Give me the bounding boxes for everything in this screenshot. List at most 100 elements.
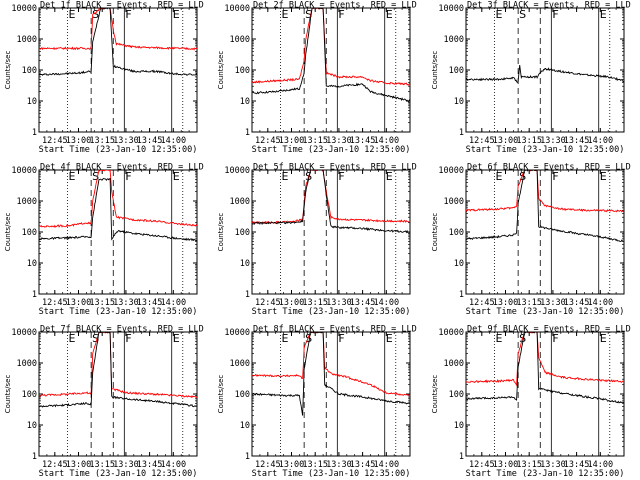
interval-label: S xyxy=(519,8,526,21)
interval-label: E xyxy=(173,332,180,345)
y-tick-label: 100 xyxy=(235,390,250,400)
y-tick-label: 100 xyxy=(449,228,464,238)
y-tick-label: 1 xyxy=(459,290,464,300)
y-axis-label: Counts/sec xyxy=(4,375,12,414)
x-tick-label: 13:30 xyxy=(326,298,352,308)
detector-panel-5: Det 5f BLACK = Events, RED = LLD 1 10 100 10… xyxy=(217,163,417,318)
x-tick-label: 13:45 xyxy=(137,136,163,146)
y-tick-label: 100 xyxy=(449,66,464,76)
y-tick-label: 10 xyxy=(27,97,37,107)
y-axis-label: Counts/sec xyxy=(431,51,439,90)
interval-label: E xyxy=(600,332,607,345)
x-tick-label: 13:30 xyxy=(113,136,139,146)
interval-label: E xyxy=(281,332,288,345)
interval-label: E xyxy=(173,170,180,183)
y-tick-label: 1000 xyxy=(444,197,464,207)
interval-label: E xyxy=(386,332,393,345)
x-tick-label: 12:45 xyxy=(469,136,495,146)
y-tick-label: 1000 xyxy=(230,35,250,45)
detector-panel-8: Det 8f BLACK = Events, RED = LLD 1 10 100 10… xyxy=(217,325,417,480)
x-tick-label: 13:30 xyxy=(326,460,352,470)
interval-label: F xyxy=(552,8,558,21)
y-tick-label: 100 xyxy=(449,390,464,400)
x-axis-label: Start Time (23-Jan-10 12:35:00) xyxy=(39,469,198,479)
interval-label: S xyxy=(92,170,99,183)
x-tick-label: 13:00 xyxy=(66,136,92,146)
detector-panel-3: Det 3f BLACK = Events, RED = LLD 1 10 100 10… xyxy=(431,1,631,156)
x-tick-label: 13:15 xyxy=(302,136,328,146)
y-tick-label: 10000 xyxy=(11,166,37,176)
x-tick-label: 13:15 xyxy=(89,460,115,470)
y-tick-label: 10 xyxy=(240,421,250,431)
y-tick-label: 10 xyxy=(240,97,250,107)
y-tick-label: 100 xyxy=(22,390,37,400)
panel-title: Det 9f BLACK = Events, RED = LLD xyxy=(467,325,631,335)
series-lld xyxy=(39,8,197,51)
x-tick-label: 13:45 xyxy=(564,460,590,470)
detector-panel-1: Det 1f BLACK = Events, RED = LLD 1 10 100 10… xyxy=(4,1,204,156)
x-tick-label: 13:15 xyxy=(516,298,542,308)
y-tick-label: 10000 xyxy=(224,166,250,176)
y-tick-label: 10000 xyxy=(224,328,250,338)
x-tick-label: 13:00 xyxy=(493,460,519,470)
y-tick-label: 10000 xyxy=(438,4,464,14)
x-tick-label: 13:30 xyxy=(540,460,566,470)
interval-label: F xyxy=(552,170,558,183)
y-tick-label: 1000 xyxy=(230,359,250,369)
x-tick-label: 12:45 xyxy=(469,298,495,308)
x-tick-label: 14:00 xyxy=(374,136,400,146)
y-axis-label: Counts/sec xyxy=(431,375,439,414)
x-tick-label: 13:45 xyxy=(564,136,590,146)
y-tick-label: 100 xyxy=(235,228,250,238)
interval-label: S xyxy=(305,332,312,345)
y-tick-label: 10 xyxy=(454,259,464,269)
interval-label: E xyxy=(600,170,607,183)
y-tick-label: 1000 xyxy=(444,35,464,45)
y-tick-label: 1 xyxy=(32,128,37,138)
x-axis-label: Start Time (23-Jan-10 12:35:00) xyxy=(466,469,625,479)
x-tick-label: 13:30 xyxy=(540,136,566,146)
x-tick-label: 13:45 xyxy=(137,460,163,470)
y-tick-label: 10 xyxy=(240,259,250,269)
plot-frame xyxy=(465,169,625,295)
y-axis-label: Counts/sec xyxy=(4,51,12,90)
y-tick-label: 1000 xyxy=(230,197,250,207)
y-tick-label: 1000 xyxy=(17,35,37,45)
series-lld xyxy=(466,170,624,213)
x-tick-label: 13:45 xyxy=(350,298,376,308)
interval-label: F xyxy=(338,8,344,21)
series-events xyxy=(39,332,197,408)
interval-label: E xyxy=(386,8,393,21)
plot-frame xyxy=(38,169,198,295)
interval-label: E xyxy=(68,332,75,345)
y-tick-label: 10 xyxy=(27,421,37,431)
x-axis-label: Start Time (23-Jan-10 12:35:00) xyxy=(252,307,411,317)
x-tick-label: 13:45 xyxy=(137,298,163,308)
plot-frame xyxy=(38,7,198,133)
x-tick-label: 12:45 xyxy=(42,136,68,146)
y-axis-label: Counts/sec xyxy=(217,213,225,252)
y-tick-label: 10000 xyxy=(11,328,37,338)
y-axis-label: Counts/sec xyxy=(431,213,439,252)
y-tick-label: 100 xyxy=(235,66,250,76)
panel-title: Det 5f BLACK = Events, RED = LLD xyxy=(253,163,417,173)
panel-title: Det 8f BLACK = Events, RED = LLD xyxy=(253,325,417,335)
detector-panel-2: Det 2f BLACK = Events, RED = LLD 1 10 100 10… xyxy=(217,1,417,156)
x-tick-label: 14:00 xyxy=(161,136,187,146)
x-tick-label: 14:00 xyxy=(161,298,187,308)
interval-label: F xyxy=(338,332,344,345)
plot-frame xyxy=(251,7,411,133)
x-axis-label: Start Time (23-Jan-10 12:35:00) xyxy=(39,307,198,317)
interval-label: E xyxy=(495,8,502,21)
series-lld xyxy=(39,332,197,399)
x-tick-label: 13:00 xyxy=(66,298,92,308)
x-tick-label: 13:00 xyxy=(66,460,92,470)
x-axis-label: Start Time (23-Jan-10 12:35:00) xyxy=(39,145,198,155)
interval-label: F xyxy=(125,8,131,21)
interval-label: E xyxy=(386,170,393,183)
series-events xyxy=(252,170,410,234)
detector-panel-9: Det 9f BLACK = Events, RED = LLD 1 10 100 10… xyxy=(431,325,631,480)
panel-title: Det 2f BLACK = Events, RED = LLD xyxy=(253,1,417,11)
x-tick-label: 13:00 xyxy=(493,298,519,308)
x-tick-label: 14:00 xyxy=(161,460,187,470)
